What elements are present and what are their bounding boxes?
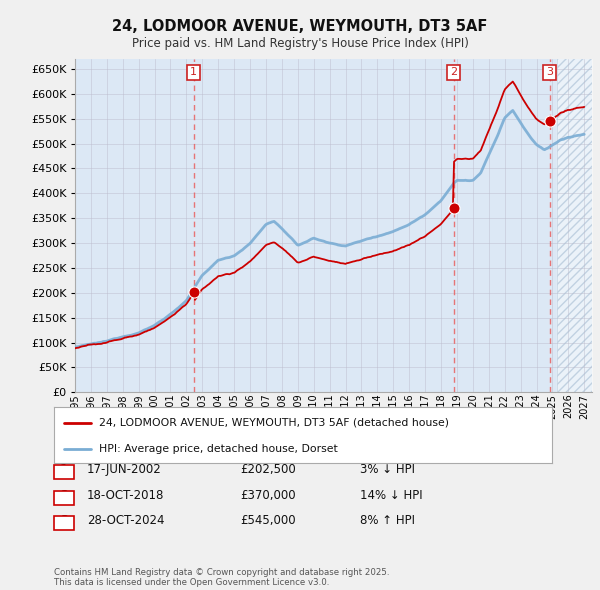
- Text: 1: 1: [60, 463, 68, 476]
- Text: £545,000: £545,000: [240, 514, 296, 527]
- Text: £202,500: £202,500: [240, 463, 296, 476]
- Text: 8% ↑ HPI: 8% ↑ HPI: [360, 514, 415, 527]
- Text: 2: 2: [450, 67, 457, 77]
- Text: 24, LODMOOR AVENUE, WEYMOUTH, DT3 5AF (detached house): 24, LODMOOR AVENUE, WEYMOUTH, DT3 5AF (d…: [99, 418, 449, 428]
- Text: Price paid vs. HM Land Registry's House Price Index (HPI): Price paid vs. HM Land Registry's House …: [131, 37, 469, 50]
- Text: 3: 3: [546, 67, 553, 77]
- Text: 24, LODMOOR AVENUE, WEYMOUTH, DT3 5AF: 24, LODMOOR AVENUE, WEYMOUTH, DT3 5AF: [112, 19, 488, 34]
- Text: 28-OCT-2024: 28-OCT-2024: [87, 514, 164, 527]
- Text: 3: 3: [60, 514, 68, 527]
- Text: 3% ↓ HPI: 3% ↓ HPI: [360, 463, 415, 476]
- Text: HPI: Average price, detached house, Dorset: HPI: Average price, detached house, Dors…: [99, 444, 338, 454]
- Text: 2: 2: [60, 489, 68, 502]
- Text: 17-JUN-2002: 17-JUN-2002: [87, 463, 162, 476]
- Text: 1: 1: [190, 67, 197, 77]
- Text: 18-OCT-2018: 18-OCT-2018: [87, 489, 164, 502]
- Text: £370,000: £370,000: [240, 489, 296, 502]
- Text: Contains HM Land Registry data © Crown copyright and database right 2025.
This d: Contains HM Land Registry data © Crown c…: [54, 568, 389, 587]
- Text: 14% ↓ HPI: 14% ↓ HPI: [360, 489, 422, 502]
